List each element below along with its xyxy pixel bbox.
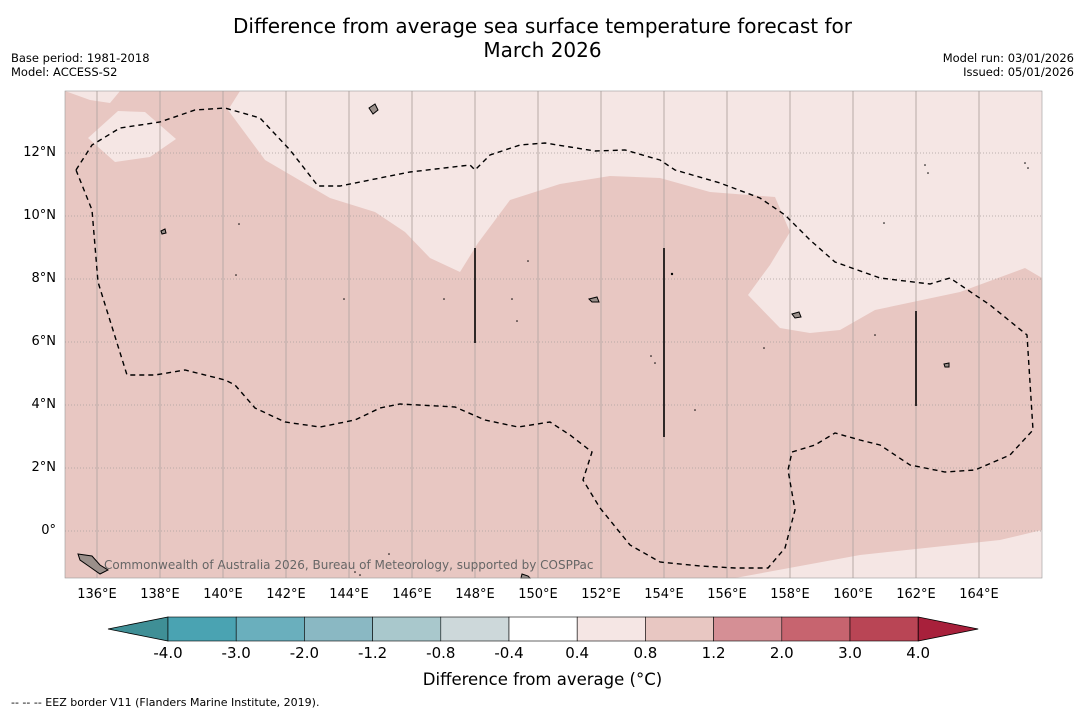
colorbar-label: -0.8 [426,644,456,662]
x-tick-label: 162°E [896,587,936,602]
colorbar-segment [713,616,783,642]
colorbar-segment [645,616,714,642]
colorbar-label: -4.0 [153,644,183,662]
colorbar-label: -3.0 [221,644,251,662]
y-tick-label: 10°N [23,208,56,223]
x-tick-label: 148°E [455,587,495,602]
x-tick-label: 164°E [959,587,999,602]
issued-date: Issued: 05/01/2026 [963,65,1074,79]
colorbar-segment [576,616,646,642]
colorbar-label: 2.0 [769,644,794,662]
eez-footnote: -- -- -- EEZ border V11 (Flanders Marine… [11,696,320,709]
colorbar-segment [167,616,237,642]
model-name: Model: ACCESS-S2 [11,65,118,79]
colorbar [107,616,979,642]
y-tick-label: 2°N [31,460,57,475]
colorbar-segment [440,616,510,642]
colorbar-label: 1.2 [701,644,726,662]
eez-border [75,107,1034,569]
model-run: Model run: 03/01/2026 [942,51,1074,65]
x-tick-label: 146°E [392,587,432,602]
title-line-2: March 2026 [483,38,602,62]
colorbar-extend-high [917,616,979,642]
x-tick-label: 144°E [329,587,369,602]
y-tick-label: 4°N [31,397,57,412]
y-tick-label: 6°N [31,334,57,349]
warm-light-patch-northwest [65,91,120,103]
x-tick-label: 138°E [140,587,180,602]
colorbar-label: -0.4 [494,644,524,662]
colorbar-segment [372,616,442,642]
colorbar-label: 0.4 [565,644,590,662]
x-tick-label: 156°E [707,587,747,602]
colorbar-segment [508,616,578,642]
x-tick-label: 142°E [266,587,306,602]
meta-left: Base period: 1981-2018 Model: ACCESS-S2 [11,51,150,79]
warm-light-region-south [735,530,1042,578]
warm-light-patch-west [88,111,176,162]
colorbar-label: 3.0 [838,644,862,662]
credit-text: Commonwealth of Australia 2026, Bureau o… [104,558,594,572]
meta-right: Model run: 03/01/2026 Issued: 05/01/2026 [943,51,1074,79]
x-tick-label: 154°E [644,587,684,602]
base-period: Base period: 1981-2018 [11,51,150,65]
warm-light-region-north [65,91,1042,333]
atoll-dots [235,162,1029,576]
colorbar-title: Difference from average (°C) [422,670,663,689]
colorbar-label: 4.0 [906,644,931,662]
colorbar-segment [235,616,305,642]
map-frame [64,90,1043,579]
island-kosrae-area [943,362,950,368]
map-title: Difference from average sea surface temp… [0,14,1085,62]
x-tick-label: 152°E [581,587,621,602]
x-tick-label: 160°E [833,587,873,602]
x-tick-label: 136°E [77,587,117,602]
y-tick-label: 12°N [23,145,56,160]
colorbar-segment [781,616,851,642]
x-tick-label: 140°E [203,587,243,602]
island-northwest [368,103,379,115]
y-tick-label: 8°N [31,271,57,286]
latitude-gridlines [65,152,1042,532]
island-west-small [160,228,167,235]
eez-segments [474,248,917,437]
island-chuuk [588,296,600,303]
colorbar-extend-low [107,616,169,642]
title-line-1: Difference from average sea surface temp… [232,14,852,38]
x-tick-label: 158°E [770,587,810,602]
island-south-west [77,553,110,575]
colorbar-label: -2.0 [289,644,320,662]
colorbar-label: -1.2 [357,644,388,662]
colorbar-label: 0.8 [633,644,658,662]
colorbar-segment [849,616,919,642]
islands [77,103,950,579]
y-tick-label: 0° [41,523,56,538]
colorbar-segment [304,616,373,642]
island-pohnpei [791,311,802,319]
x-tick-label: 150°E [518,587,558,602]
